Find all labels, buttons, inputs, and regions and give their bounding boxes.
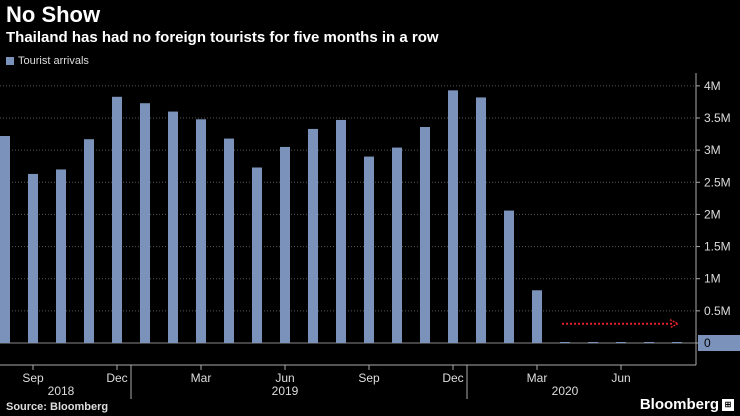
bar <box>84 139 94 343</box>
chart-title: No Show <box>6 2 101 27</box>
x-year-label: 2020 <box>552 384 579 398</box>
annotations: 0 <box>562 319 740 351</box>
bar <box>252 167 262 343</box>
bar <box>112 96 122 344</box>
x-year-label: 2018 <box>48 384 75 398</box>
y-tick-label: 4M <box>704 79 721 93</box>
x-tick-label: Dec <box>442 371 463 385</box>
bar <box>168 111 178 343</box>
last-value-label: 0 <box>704 336 711 350</box>
y-tick-label: 3M <box>704 143 721 157</box>
bar <box>336 119 346 343</box>
legend: Tourist arrivals <box>6 55 89 67</box>
x-tick-label: Jun <box>275 371 294 385</box>
bar <box>224 138 234 343</box>
source-note: Source: Bloomberg <box>6 401 109 413</box>
bar <box>140 103 150 343</box>
bar <box>392 147 402 343</box>
chart-subtitle: Thailand has had no foreign tourists for… <box>6 29 439 46</box>
bar <box>504 210 514 343</box>
x-tick-label: Dec <box>106 371 127 385</box>
bar <box>364 156 374 343</box>
last-value-box <box>698 335 740 351</box>
bar <box>308 128 318 343</box>
bars <box>0 90 682 344</box>
x-tick-label: Mar <box>527 371 548 385</box>
brand-logo: Bloomberg ⊞ <box>640 396 734 413</box>
brand-icon: ⊞ <box>722 398 734 411</box>
brand-name: Bloomberg <box>639 396 719 413</box>
bar <box>0 136 10 343</box>
axes: 0.5M 1M 1.5M 2M 2.5M 3M 3.5M 4M Sep Dec Mar Jun Sep D… <box>0 73 731 399</box>
y-tick-label: 3.5M <box>704 111 731 125</box>
legend-label: Tourist arrivals <box>18 55 89 67</box>
x-tick-label: Sep <box>22 371 44 385</box>
bar <box>448 90 458 343</box>
legend-swatch <box>6 57 14 65</box>
x-tick-label: Sep <box>358 371 380 385</box>
bar <box>28 173 38 343</box>
x-year-label: 2019 <box>272 384 299 398</box>
x-tick-label: Mar <box>191 371 212 385</box>
y-tick-label: 2M <box>704 207 721 221</box>
bar <box>532 290 542 343</box>
y-tick-label: 0.5M <box>704 304 731 318</box>
bar <box>56 169 66 343</box>
y-tick-label: 1.5M <box>704 240 731 254</box>
x-tick-label: Jun <box>611 371 630 385</box>
bar <box>420 127 430 343</box>
y-tick-label: 2.5M <box>704 175 731 189</box>
bar <box>476 97 486 343</box>
bar <box>196 119 206 344</box>
bar <box>280 146 290 343</box>
gridlines <box>0 85 696 344</box>
y-tick-label: 1M <box>704 272 721 286</box>
